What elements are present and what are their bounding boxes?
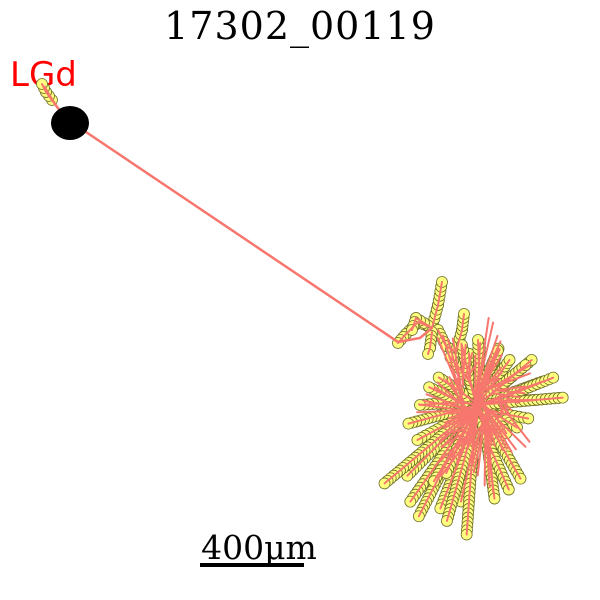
arbor-branch (494, 389, 526, 395)
arbor-branch (439, 432, 470, 462)
arbor-branch (406, 405, 478, 477)
arbor-branch (477, 334, 499, 395)
arbor-branch (453, 378, 465, 402)
arbor-branch (464, 352, 474, 380)
arbor-branch (475, 376, 555, 408)
arbor-branches (41, 83, 564, 536)
arbor-branch (446, 338, 464, 394)
arbor-branch (440, 431, 467, 448)
arbor-branch (492, 392, 521, 399)
arbor-branch (411, 316, 433, 331)
arbor-branch (441, 430, 473, 469)
arbor-branch (448, 409, 475, 420)
arbor-branch (445, 403, 480, 522)
soma (51, 106, 89, 140)
arbor-branch (423, 399, 471, 411)
arbor-branch (497, 399, 505, 415)
arbor-branch (460, 342, 465, 387)
arbor-branch (443, 409, 475, 430)
arbor-branch (476, 422, 485, 477)
arbor-branch (484, 410, 496, 447)
arbor-branch (482, 405, 527, 448)
arbor-branch (443, 428, 465, 435)
arbor-branch (486, 364, 531, 392)
arbor-branch (416, 409, 472, 414)
arbor-branch (483, 416, 491, 489)
arbor-branch (475, 405, 510, 491)
scale-bar (200, 563, 304, 567)
arbor-branch (481, 366, 503, 392)
figure-title: 17302_00119 (164, 4, 436, 48)
arbor-branch (486, 419, 495, 495)
arbor-branch (471, 422, 483, 466)
arbor-branch (433, 386, 468, 409)
arbor-branch (491, 385, 527, 392)
arbor-branch (465, 404, 479, 536)
arbor-branch (477, 396, 564, 406)
arbor-branch (439, 402, 481, 510)
arbor-branch (431, 281, 443, 329)
arbor-branch (482, 406, 508, 450)
arbor-branch (445, 378, 465, 405)
arbor-branch (466, 427, 480, 450)
arbor-branch (500, 405, 531, 443)
main-axon (42, 85, 433, 344)
arbor-branch (427, 331, 433, 355)
arbor-branch (482, 378, 500, 393)
arbor-branch (478, 348, 501, 395)
arbor-branch (489, 372, 531, 390)
arbor-branch (497, 395, 512, 411)
scale-bar-label: 400μm (201, 528, 317, 567)
arbor-branch (466, 362, 478, 378)
arbor-branch (482, 406, 517, 451)
arbor-branch (409, 403, 480, 503)
arbor-branch (475, 316, 490, 399)
arbor-branch (439, 410, 476, 442)
arbor-branch (455, 313, 465, 353)
